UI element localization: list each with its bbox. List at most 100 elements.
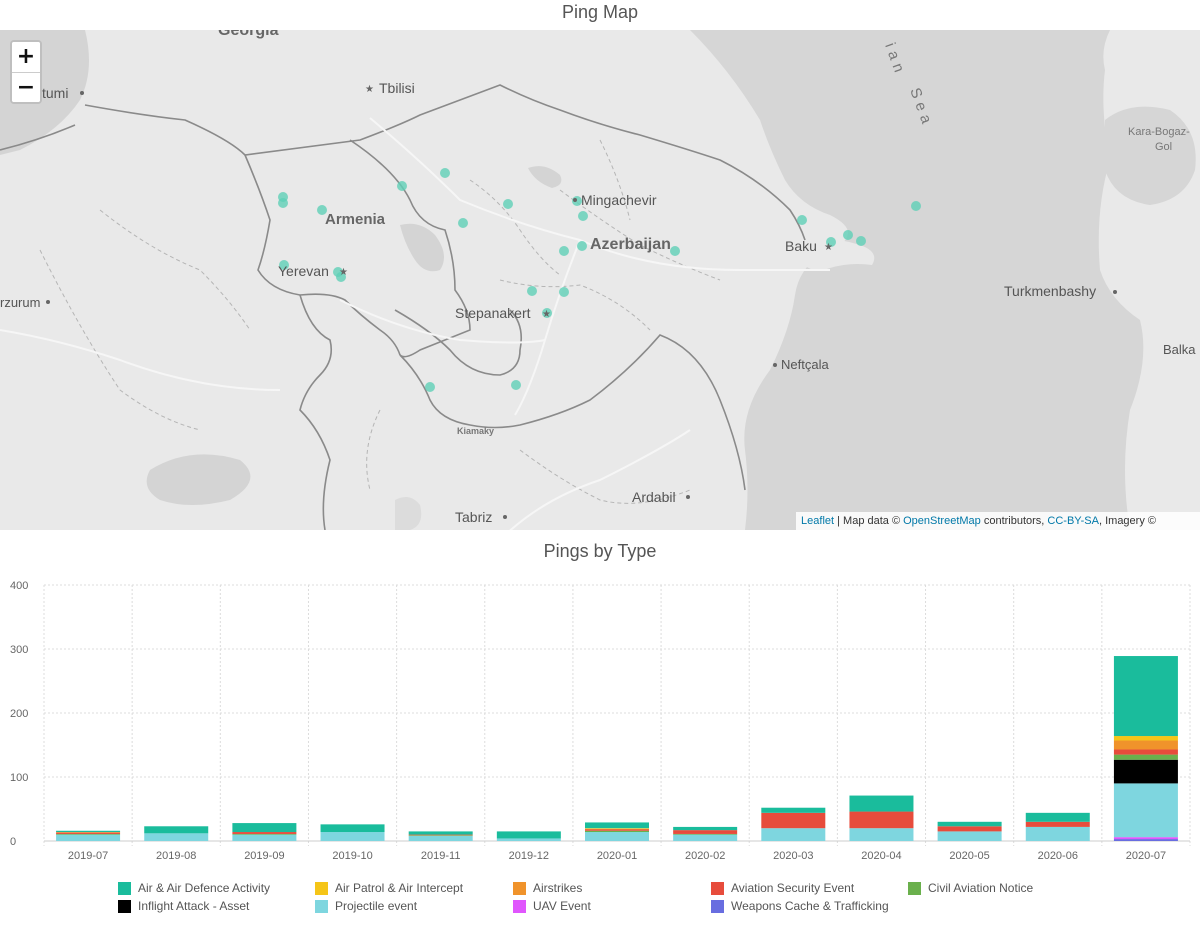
bar-segment[interactable] [56,832,121,833]
bar-segment[interactable] [1113,839,1178,841]
bar-segment[interactable] [408,831,473,835]
ping-marker[interactable] [856,236,866,246]
zoom-in-button[interactable]: + [12,42,40,72]
bar-segment[interactable] [849,828,914,841]
leaflet-link[interactable]: Leaflet [801,515,835,527]
ping-marker[interactable] [826,237,836,247]
bar-segment[interactable] [1025,821,1090,827]
bar-segment[interactable] [232,833,297,835]
legend-item[interactable]: Air & Air Defence Activity [118,879,270,897]
bar-segment[interactable] [232,823,297,833]
ping-marker[interactable] [559,246,569,256]
ping-marker[interactable] [278,198,288,208]
bar-segment[interactable] [585,829,649,831]
ping-marker[interactable] [577,241,587,251]
bar-segment[interactable] [585,828,649,829]
bar-segment[interactable] [761,828,826,841]
bar-segment[interactable] [585,828,649,830]
ping-marker[interactable] [425,382,435,392]
bar-segment[interactable] [56,830,121,833]
bar-segment[interactable] [408,835,473,841]
ping-marker[interactable] [279,260,289,270]
y-tick-label: 100 [10,772,28,784]
bar-segment[interactable] [232,834,297,841]
ping-marker[interactable] [458,218,468,228]
bar-segment[interactable] [56,832,121,834]
ping-markers[interactable] [278,168,921,392]
bar-segment[interactable] [1113,837,1178,840]
label-neftcala: Neftçala [781,357,829,372]
label-balkan: Balka [1163,342,1196,357]
bar-segment[interactable] [408,835,473,836]
bar-segment[interactable] [496,838,561,841]
label-kara-bogaz-2: Gol [1155,141,1172,153]
capital-stars: ★ ★ ★ ★ [339,84,833,320]
bar-segment[interactable] [232,832,297,834]
ping-marker[interactable] [527,286,537,296]
bar-segment[interactable] [1113,759,1178,784]
bar-segment[interactable] [585,822,649,829]
bar-segment[interactable] [1113,754,1178,760]
legend-swatch [513,899,526,913]
bar-segment[interactable] [320,824,385,833]
ping-marker[interactable] [511,380,521,390]
ping-marker[interactable] [440,168,450,178]
bar-segment[interactable] [1113,656,1178,737]
legend-item[interactable]: Air Patrol & Air Intercept [315,879,463,897]
legend-item[interactable]: Projectile event [315,897,417,915]
bar-segment[interactable] [585,832,649,841]
bar-segment[interactable] [496,831,561,839]
ping-marker[interactable] [670,246,680,256]
legend-item[interactable]: Inflight Attack - Asset [118,897,249,915]
license-link[interactable]: CC-BY-SA [1047,515,1099,527]
ping-marker[interactable] [843,230,853,240]
bar-segment[interactable] [585,830,649,833]
ping-marker[interactable] [578,211,588,221]
bar-segment[interactable] [673,833,738,835]
ping-marker[interactable] [317,205,327,215]
bar-segment[interactable] [1113,740,1178,750]
ping-marker[interactable] [397,181,407,191]
legend-item[interactable]: Civil Aviation Notice [908,879,1033,897]
ping-marker[interactable] [336,272,346,282]
bar-segment[interactable] [1113,783,1178,838]
bar-segment[interactable] [673,830,738,834]
legend-item[interactable]: Airstrikes [513,879,582,897]
bar-segment[interactable] [849,811,914,829]
x-axis: 2019-07 2019-08 2019-09 2019-10 2019-11 2019-… [68,850,1166,862]
ping-marker[interactable] [503,199,513,209]
bar-segment[interactable] [1113,749,1178,755]
bar-segment[interactable] [320,832,385,841]
region-borders [39,139,721,504]
bar-segment[interactable] [673,834,738,841]
ping-marker[interactable] [797,215,807,225]
ping-marker[interactable] [911,201,921,211]
bar-segment[interactable] [408,834,473,836]
legend-swatch [711,899,724,913]
legend-item[interactable]: Aviation Security Event [711,879,854,897]
chart-bars[interactable] [56,656,1178,841]
bar-segment[interactable] [1025,826,1090,841]
bar-segment[interactable] [56,833,121,835]
bar-segment[interactable] [1025,812,1090,822]
legend-item[interactable]: Weapons Cache & Trafficking [711,897,889,915]
bar-segment[interactable] [937,821,1002,827]
bar-segment[interactable] [144,826,209,834]
bar-segment[interactable] [849,795,914,812]
zoom-out-button[interactable]: − [12,72,40,102]
bar-segment[interactable] [1113,736,1178,741]
ping-marker[interactable] [559,287,569,297]
map-tiles[interactable]: ★ ★ ★ ★ Georgia Tbilisi tumi Armenia Yer… [0,30,1200,530]
label-georgia: Georgia [218,30,279,39]
ping-marker[interactable] [542,308,552,318]
bar-segment[interactable] [937,831,1002,841]
bar-segment[interactable] [56,834,121,841]
bar-segment[interactable] [761,812,826,829]
ping-map[interactable]: ★ ★ ★ ★ Georgia Tbilisi tumi Armenia Yer… [0,30,1200,530]
osm-link[interactable]: OpenStreetMap [903,515,981,527]
bar-segment[interactable] [761,807,826,813]
legend-item[interactable]: UAV Event [513,897,591,915]
bar-segment[interactable] [937,826,1002,832]
bar-segment[interactable] [144,833,209,841]
bar-segment[interactable] [673,826,738,831]
